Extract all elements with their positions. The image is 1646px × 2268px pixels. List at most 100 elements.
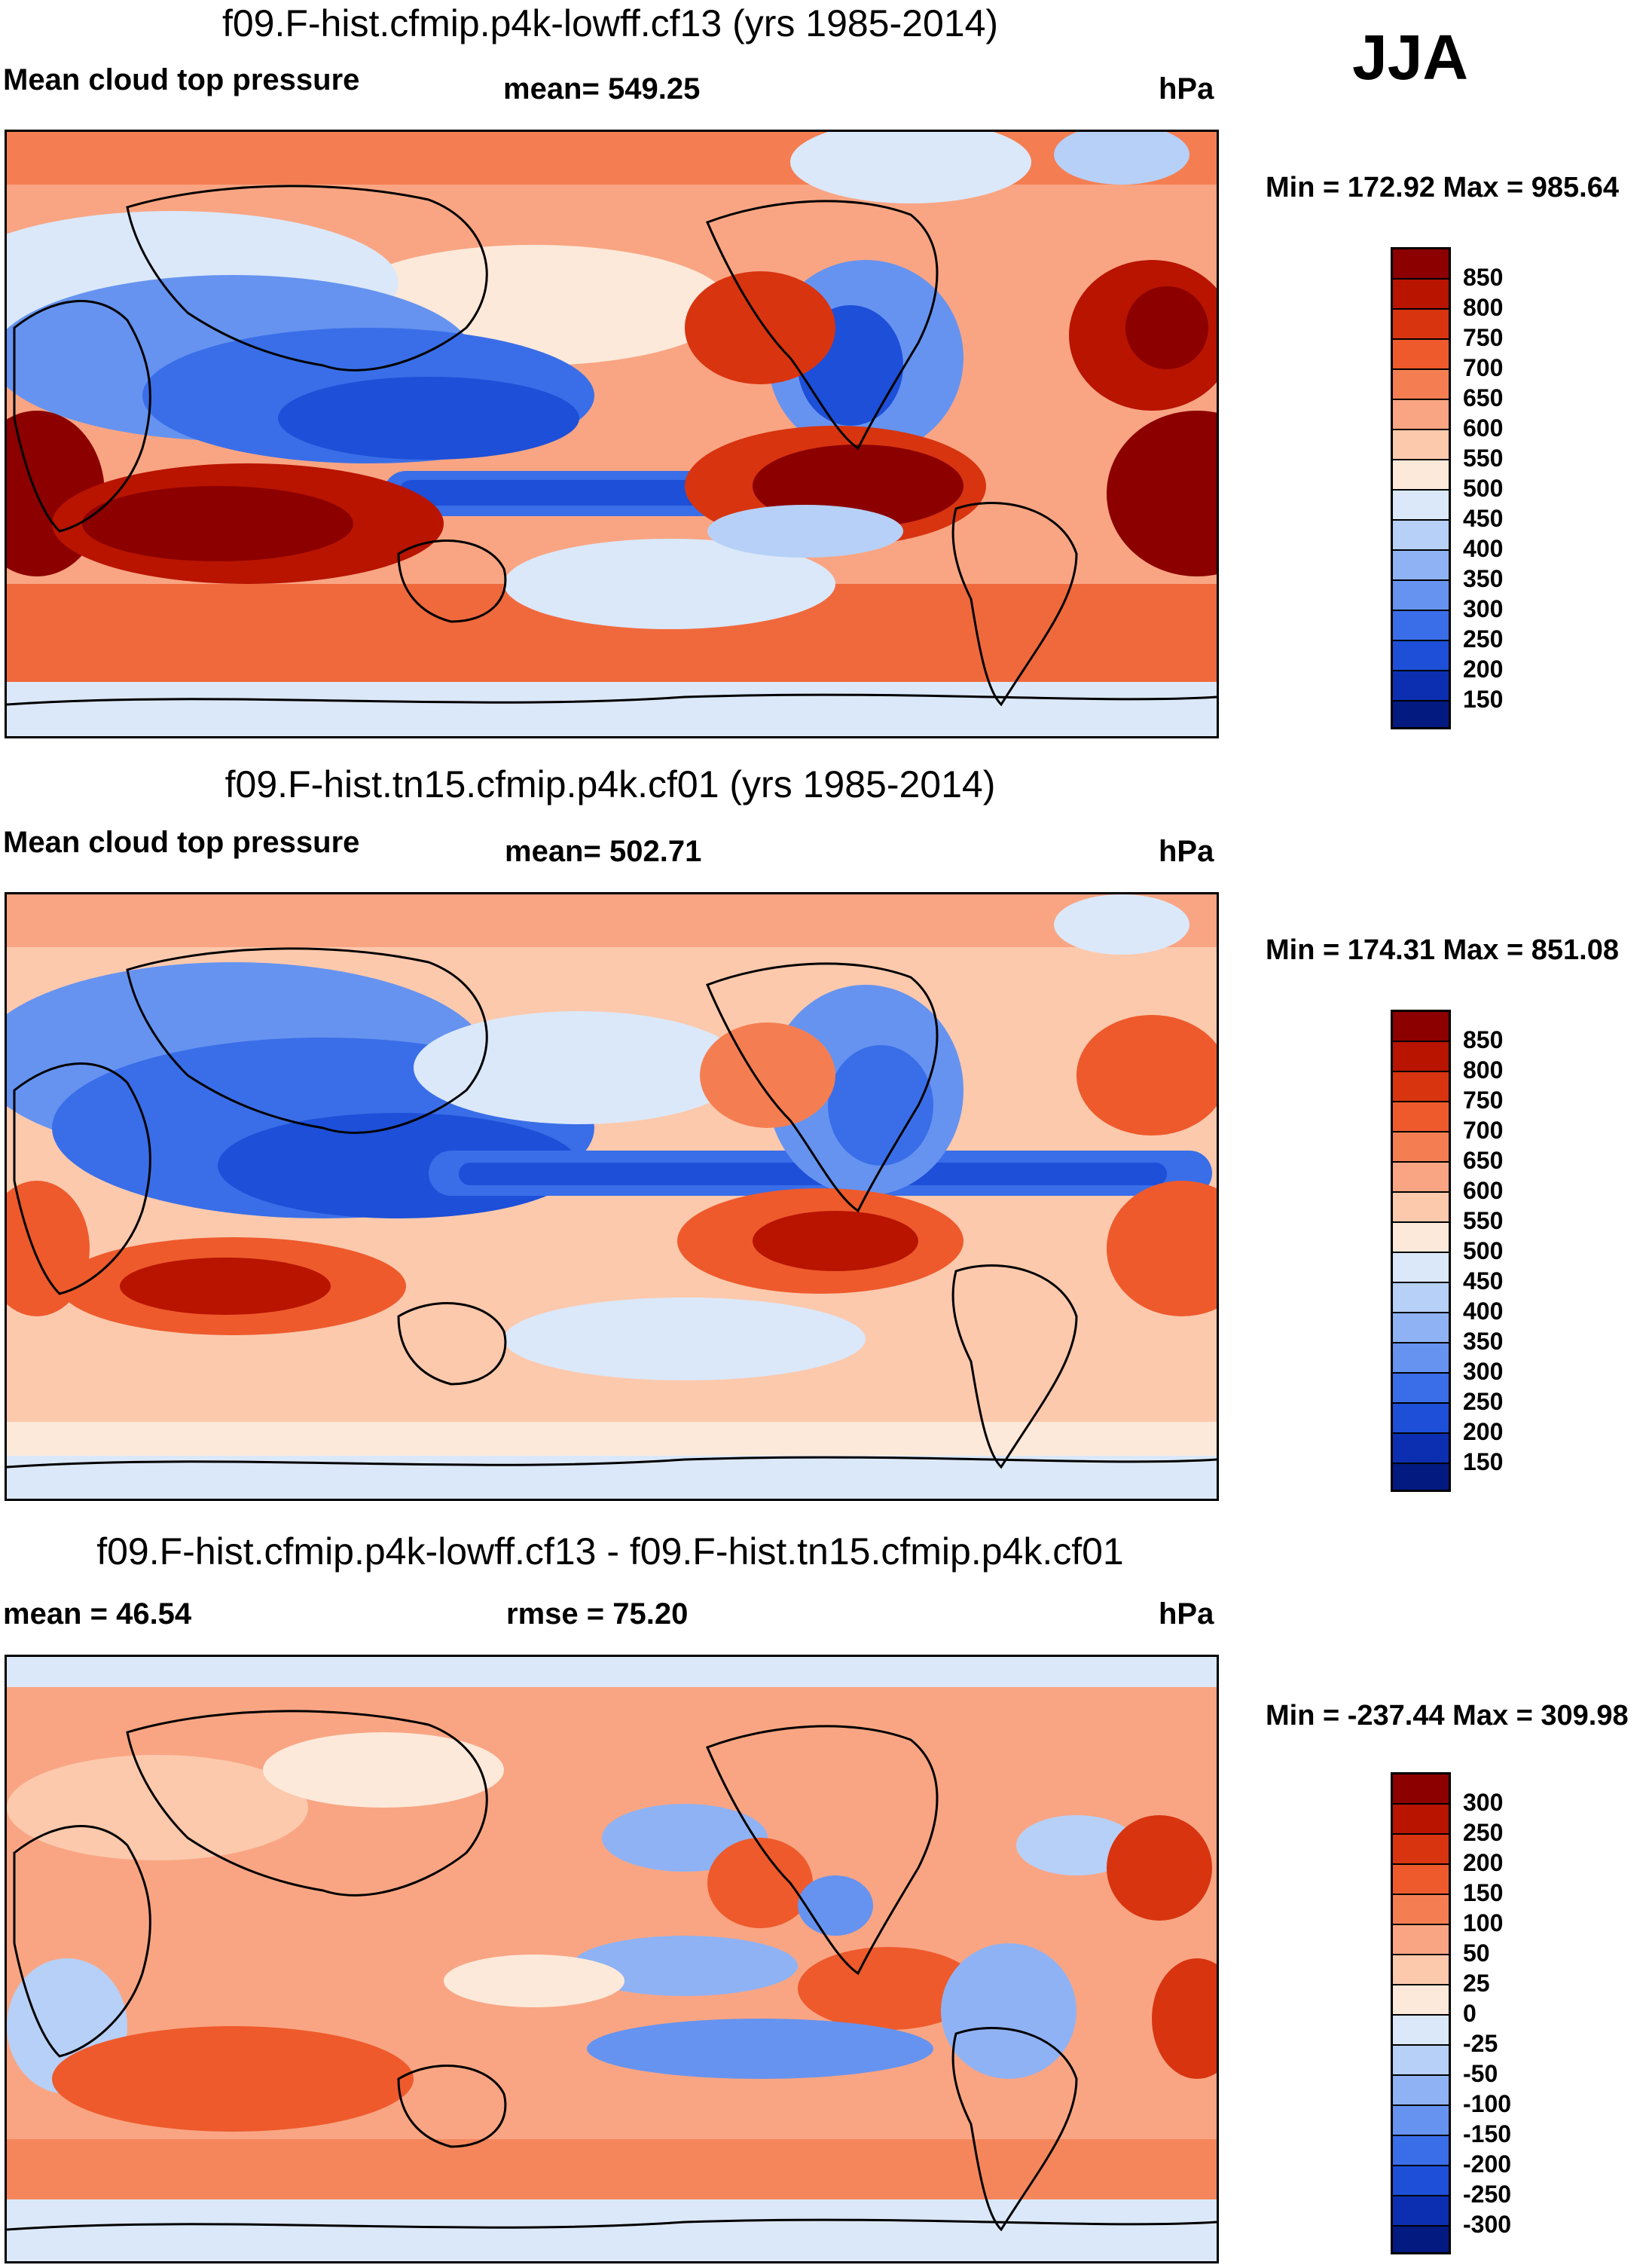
field-blob	[1054, 894, 1189, 955]
panel-2-units: hPa	[1159, 835, 1214, 868]
panel-2-map	[5, 892, 1219, 1501]
coastline-south-america	[951, 1264, 1078, 1469]
colorbar-segment	[1393, 671, 1449, 701]
colorbar-tick-label: 500	[1463, 475, 1504, 502]
colorbar-segment	[1393, 310, 1449, 340]
coastlines	[7, 185, 1217, 707]
colorbar-tick-label: 250	[1463, 1388, 1504, 1415]
colorbar-segment	[1393, 1925, 1449, 1955]
panel-2-mean: mean= 502.71	[505, 835, 702, 868]
colorbar-segment	[1393, 641, 1449, 671]
colorbar-tick-label: 200	[1463, 1849, 1504, 1876]
colorbar-tick-label: 200	[1463, 1418, 1504, 1445]
colorbar-tick-label: -50	[1463, 2060, 1498, 2087]
colorbar-segment	[1393, 1253, 1449, 1283]
colorbar-tick-label: 0	[1463, 2000, 1477, 2027]
panel-1-units: hPa	[1159, 72, 1214, 105]
colorbar-tick-label: 200	[1463, 656, 1504, 683]
field-blob	[1107, 1181, 1217, 1316]
field-blob	[798, 1947, 979, 2030]
field-blob	[52, 2026, 414, 2132]
coastline-north-america	[706, 1725, 939, 1976]
colorbar-segment	[1393, 1835, 1449, 1865]
colorbar-segment	[1393, 2046, 1449, 2076]
panel-3-rmse: rmse = 75.20	[506, 1597, 689, 1631]
field-band	[7, 2199, 1217, 2261]
panel-3-map	[5, 1655, 1219, 2263]
panel-3-mean: mean = 46.54	[3, 1597, 192, 1631]
colorbar-tick-label: 150	[1463, 1879, 1504, 1906]
coastline-eurasia	[126, 1710, 488, 1897]
colorbar-segment	[1393, 701, 1449, 727]
colorbar-tick-label: 650	[1463, 1147, 1504, 1174]
colorbar-segment	[1393, 1895, 1449, 1925]
colorbar-tick-label: 550	[1463, 1207, 1504, 1234]
field-blob	[414, 1011, 745, 1124]
colorbar-segment	[1393, 1012, 1449, 1042]
colorbar-tick-label: 450	[1463, 1267, 1504, 1294]
field-blob	[700, 1022, 835, 1128]
colorbar-segment	[1393, 460, 1449, 491]
colorbar-tick-label: 50	[1463, 1939, 1490, 1967]
season-label: JJA	[1352, 22, 1469, 93]
field-blob	[1054, 132, 1189, 185]
panel-3-title: f09.F-hist.cfmip.p4k-lowff.cf13 - f09.F-…	[96, 1530, 1124, 1573]
field-blob	[120, 1258, 331, 1315]
colorbar-segment	[1393, 1223, 1449, 1253]
colorbar-segment	[1393, 1072, 1449, 1102]
colorbar-segment	[1393, 340, 1449, 370]
colorbar-segment	[1393, 491, 1449, 521]
coastline-eurasia	[126, 185, 488, 371]
colorbar-segment	[1393, 2196, 1449, 2227]
field-band	[7, 1657, 1217, 1687]
colorbar-segment	[1393, 1404, 1449, 1434]
colorbar-segment	[1393, 1434, 1449, 1464]
field-blob	[941, 1943, 1076, 2079]
field-blob	[790, 132, 1031, 203]
colorbar-tick-label: -100	[1463, 2090, 1512, 2117]
coastline-africa	[13, 1825, 151, 2058]
colorbar-segment	[1393, 280, 1449, 310]
coastline-antarctica	[7, 1456, 1217, 1469]
colorbar-segment	[1393, 249, 1449, 280]
colorbar-swatches	[1391, 1010, 1451, 1492]
colorbar-tick-label: 100	[1463, 1909, 1504, 1936]
panel-3-minmax: Min = -237.44 Max = 309.98	[1266, 1700, 1629, 1732]
colorbar-tick-label: 600	[1463, 414, 1504, 442]
colorbar-tick-label: 350	[1463, 565, 1504, 592]
colorbar-tick-label: 850	[1463, 1026, 1504, 1053]
field-blob	[572, 1936, 798, 1996]
coastline-australia	[397, 2065, 507, 2148]
colorbar-segment	[1393, 1865, 1449, 1895]
field-band	[7, 132, 1217, 185]
colorbar-segment	[1393, 1774, 1449, 1805]
colorbar-tick-label: 500	[1463, 1237, 1504, 1264]
colorbar-segment	[1393, 370, 1449, 400]
coastline-south-america	[951, 2027, 1078, 2232]
colorbar-segment	[1393, 1985, 1449, 2016]
panel-1-minmax: Min = 172.92 Max = 985.64	[1266, 172, 1619, 203]
colorbar-segment	[1393, 1955, 1449, 1985]
panel-3-colorbar: 300 250 200 150 100 50 25 0 -25 -50 -100…	[1391, 1772, 1511, 2254]
field-blob	[798, 1875, 873, 1936]
field-blob	[1107, 411, 1217, 576]
colorbar-segment	[1393, 551, 1449, 581]
colorbar-tick-label: -200	[1463, 2150, 1512, 2178]
coastline-australia	[397, 1302, 507, 1386]
colorbar-segment	[1393, 1042, 1449, 1072]
colorbar-tick-label: 850	[1463, 264, 1504, 291]
colorbar-tick-label: -25	[1463, 2030, 1498, 2057]
panel-1-variable: Mean cloud top pressure	[3, 63, 360, 96]
colorbar-segment	[1393, 1102, 1449, 1132]
colorbar-tick-label: -150	[1463, 2120, 1512, 2147]
colorbar-tick-label: 25	[1463, 1970, 1490, 1997]
coastline-australia	[397, 539, 507, 623]
coastline-africa	[13, 300, 151, 533]
field-blob	[263, 1732, 504, 1808]
field-blob	[828, 1045, 933, 1166]
field-blob	[82, 486, 353, 561]
panel-1-map-svg	[7, 132, 1217, 736]
coastline-antarctica	[7, 2218, 1217, 2231]
field-blob	[1076, 1015, 1217, 1136]
field-band	[7, 1422, 1217, 1460]
